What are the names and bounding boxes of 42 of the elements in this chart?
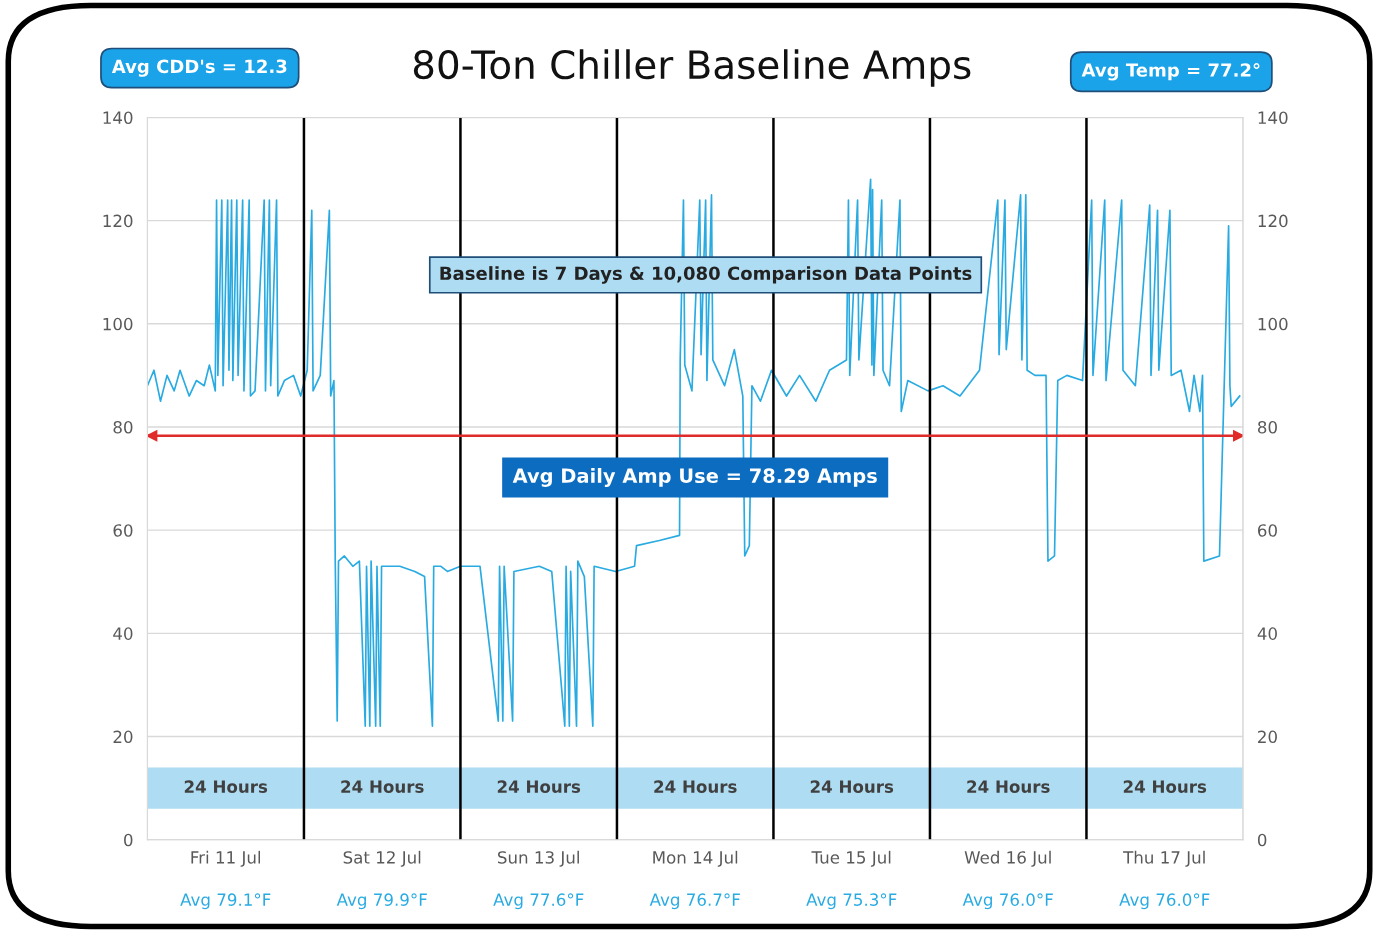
text: Avg 77.6°F — [493, 893, 584, 910]
text: Avg 79.1°F — [180, 893, 271, 910]
ref-line-label: Avg Daily Amp Use = 78.29 Amps — [512, 467, 877, 487]
y2-tick-label: 80 — [1257, 420, 1277, 434]
text: Avg 76.7°F — [649, 893, 740, 910]
y2-tick-label: 120 — [1258, 214, 1288, 228]
text: Avg 76.0°F — [1119, 893, 1210, 910]
y2-tick-label: 140 — [1258, 111, 1288, 124]
x-tick-label: Sat 12 Jul — [343, 850, 421, 867]
y2-tick-label: 0 — [1257, 833, 1267, 847]
y-tick-label: 60 — [113, 524, 133, 537]
x-tick-label: Fri 11 Jul — [191, 850, 261, 867]
text: Avg 75.3°F — [806, 893, 897, 910]
chart-title: 80-Ton Chiller Baseline Amps — [413, 49, 971, 87]
y-tick-label: 100 — [103, 317, 133, 331]
annotation: 24 Hours — [1123, 780, 1207, 793]
text: Avg Temp = 77.2° — [1081, 63, 1260, 81]
annotation: 24 Hours — [497, 780, 581, 793]
y-tick-label: 80 — [113, 420, 133, 434]
annotation: Baseline is 7 Days & 10,080 Comparison Data Points — [440, 266, 972, 284]
y2-tick-label: 100 — [1258, 317, 1288, 331]
y-tick-label: 40 — [113, 627, 133, 640]
x-tick-label: Tue 15 Jul — [811, 850, 891, 867]
x-tick-label: Sun 13 Jul — [497, 850, 579, 867]
y-tick-label: 120 — [103, 214, 133, 228]
annotation: 24 Hours — [654, 780, 737, 793]
y-tick-label: 140 — [103, 111, 133, 124]
text: Avg CDD's = 12.3 — [111, 59, 287, 77]
x-tick-label: Wed 16 Jul — [964, 850, 1051, 867]
y-tick-label: 20 — [113, 730, 133, 744]
annotation: 24 Hours — [184, 780, 268, 793]
annotation: 24 Hours — [810, 780, 894, 793]
annotation: 24 Hours — [341, 780, 424, 793]
y2-tick-label: 60 — [1258, 524, 1277, 537]
x-tick-label: Thu 17 Jul — [1123, 850, 1205, 867]
y2-tick-label: 40 — [1257, 627, 1277, 640]
text: Avg 76.0°F — [962, 893, 1053, 910]
y-tick-label: 0 — [124, 833, 133, 847]
x-tick-label: Mon 14 Jul — [653, 850, 738, 867]
y2-tick-label: 20 — [1258, 730, 1277, 744]
text: Avg 79.9°F — [336, 893, 427, 910]
annotation: 24 Hours — [967, 780, 1050, 793]
